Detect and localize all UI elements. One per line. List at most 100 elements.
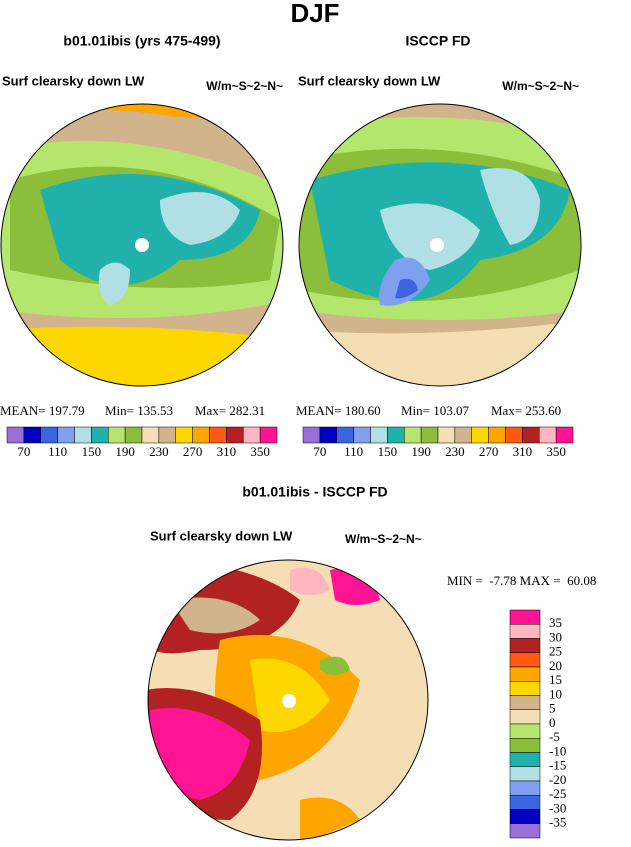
colorbar-box [488,426,506,444]
colorbar-label: 190 [115,444,135,459]
colorbar-label: -15 [549,758,566,773]
colorbar-label: 70 [17,444,30,459]
colorbar-label: 35 [549,615,562,630]
units-label: W/m~S~2~N~ [345,532,422,546]
colorbar-label: 310 [513,444,533,459]
colorbar-label: 230 [445,444,465,459]
colorbar-box [226,426,244,444]
colorbar-label: -10 [549,743,566,758]
map [299,104,581,386]
colorbar-box [6,426,25,444]
variable-label: Surf clearsky down LW [150,528,293,543]
colorbar-label: 110 [344,444,363,459]
colorbar-box [509,723,541,739]
colorbar-box [505,426,523,444]
colorbar-box [509,609,541,625]
colorbar-label: 350 [250,444,270,459]
colorbar-box [509,795,541,810]
colorbar-box [175,426,193,444]
colorbar-box [522,426,540,444]
colorbar-label: 270 [183,444,203,459]
colorbar-label: 30 [549,629,562,644]
colorbar-box [509,709,541,725]
colorbar-label: 25 [549,644,562,659]
colorbar-box [509,666,541,682]
colorbar-label: -35 [549,815,566,830]
colorbar-box [555,426,574,444]
page-title: DJF [290,0,339,28]
stats: Min= 103.07 [401,403,470,418]
colorbar-box [454,426,472,444]
colorbar-label: -30 [549,800,566,815]
units-label: W/m~S~2~N~ [206,79,283,93]
panel-title: ISCCP FD [405,33,470,49]
colorbar-box [387,426,405,444]
colorbar-box [23,426,41,444]
colorbar-label: 0 [549,715,556,730]
colorbar-label: 310 [217,444,237,459]
colorbar-box [158,426,176,444]
colorbar-box [74,426,92,444]
colorbar-label: 230 [149,444,169,459]
map-border [147,559,429,841]
colorbar-box [259,426,278,444]
colorbar-box [124,426,143,444]
colorbar-label: 10 [549,686,562,701]
colorbar-label: 70 [313,444,326,459]
colorbar-box [243,426,261,444]
panel-title: b01.01ibis (yrs 475-499) [63,33,220,49]
colorbar-label: -25 [549,786,566,801]
colorbar-box [509,780,541,796]
colorbar-box [192,426,210,444]
panel-title: b01.01ibis - ISCCP FD [242,484,387,500]
colorbar-label: 15 [549,672,562,687]
colorbar-box [336,426,354,444]
map [148,560,428,840]
colorbar-box [509,652,541,668]
colorbar-label: 270 [479,444,499,459]
map-border [298,103,582,387]
colorbar-box [319,426,337,444]
stats: Max= 253.60 [491,403,561,418]
colorbar-label: 350 [546,444,566,459]
colorbar-box [539,426,557,444]
stats: MIN = -7.78 MAX = 60.08 [447,573,596,588]
colorbar-box [471,426,489,444]
colorbar-box [509,823,541,839]
map-border [0,103,284,387]
stats: MEAN= 197.79 [0,403,85,418]
colorbar-box [370,426,388,444]
stats: MEAN= 180.60 [296,403,381,418]
colorbar-box [509,624,541,639]
colorbar-box [353,426,371,444]
stats: Max= 282.31 [195,403,265,418]
colorbar-box [91,426,109,444]
colorbar-label: 110 [48,444,67,459]
colorbar-label: 150 [378,444,398,459]
colorbar-box [141,426,160,444]
colorbar-label: 150 [82,444,102,459]
colorbar-label: -5 [549,729,560,744]
colorbar-box [509,738,541,753]
colorbar-box [108,426,126,444]
colorbar-label: -20 [549,772,566,787]
colorbar-box [509,766,541,782]
units-label: W/m~S~2~N~ [502,79,579,93]
colorbar-box [302,426,321,444]
colorbar-box [509,809,541,824]
colorbar-box [509,681,541,696]
colorbar-label: 5 [549,701,556,716]
variable-label: Surf clearsky down LW [2,73,145,88]
colorbar-label: 190 [411,444,431,459]
colorbar-box [509,638,541,653]
variable-label: Surf clearsky down LW [298,73,441,88]
map [1,104,283,386]
colorbar-box [209,426,227,444]
colorbar-box [437,426,456,444]
colorbar-label: 20 [549,658,562,673]
colorbar-box [404,426,422,444]
colorbar-box [509,695,541,710]
colorbar-box [420,426,439,444]
stats: Min= 135.53 [105,403,173,418]
colorbar-box [40,426,58,444]
